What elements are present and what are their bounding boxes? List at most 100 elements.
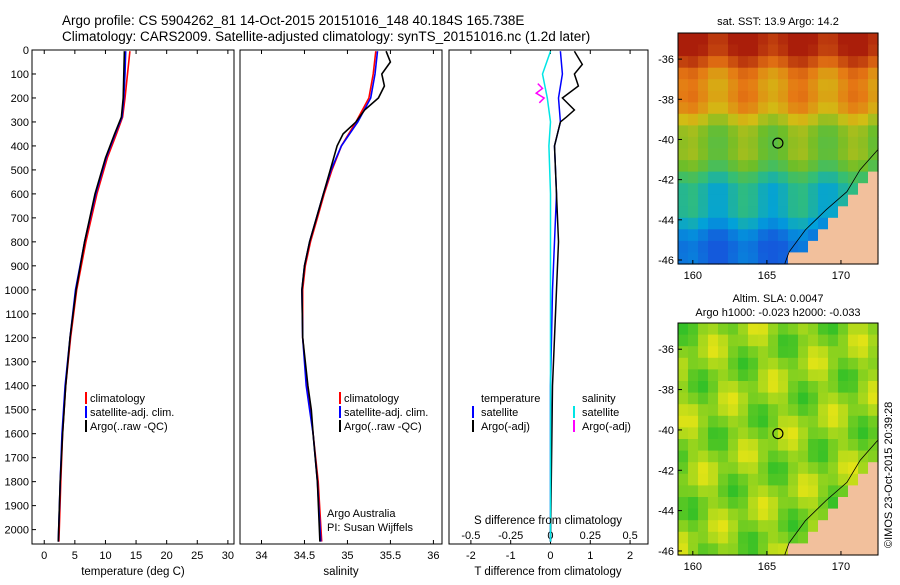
legend-satellite: satellite-adj. clim. xyxy=(90,407,174,419)
map-cell xyxy=(788,462,799,475)
map-cell xyxy=(678,427,689,440)
map-cell xyxy=(838,148,849,161)
map-cell xyxy=(828,462,839,475)
map-cell xyxy=(748,415,759,428)
map-cell xyxy=(688,113,699,126)
map-cell xyxy=(828,520,839,533)
map-cell xyxy=(738,125,749,138)
map-cell xyxy=(818,217,829,230)
map-cell xyxy=(678,56,689,69)
map-cell xyxy=(828,392,839,405)
y-tick-label: 1800 xyxy=(5,477,29,489)
map-cell xyxy=(798,485,809,498)
map-cell xyxy=(828,56,839,69)
map-cell xyxy=(698,90,709,103)
map-cell xyxy=(858,346,869,359)
map-cell xyxy=(858,229,869,242)
x-tick-label: 34.5 xyxy=(294,550,315,562)
map-cell xyxy=(768,79,779,92)
map-cell xyxy=(718,67,729,80)
map-cell xyxy=(788,160,799,173)
map-cell xyxy=(728,33,739,46)
map-cell xyxy=(718,217,729,230)
map-cell xyxy=(818,252,829,265)
map-cell xyxy=(848,56,859,69)
map-cell xyxy=(748,508,759,521)
map-cell xyxy=(838,520,849,533)
map-cell xyxy=(708,323,719,336)
map-cell xyxy=(678,67,689,80)
map-cell xyxy=(778,171,789,184)
map-cell xyxy=(698,462,709,475)
map-cell xyxy=(848,102,859,115)
map-cell xyxy=(778,323,789,336)
map-cell xyxy=(748,113,759,126)
map-cell xyxy=(688,252,699,265)
map-cell xyxy=(858,485,869,498)
map-cell xyxy=(828,183,839,196)
map-cell xyxy=(868,240,879,254)
map-cell xyxy=(678,125,689,138)
map-cell xyxy=(778,67,789,80)
map-cell xyxy=(738,240,749,254)
map-cell xyxy=(858,473,869,486)
lat-tick-label: -38 xyxy=(658,385,674,397)
map-cell xyxy=(708,148,719,161)
map-cell xyxy=(808,473,819,486)
map-cell xyxy=(788,194,799,207)
map-cell xyxy=(858,531,869,544)
map-cell xyxy=(728,381,739,394)
map-cell xyxy=(798,79,809,92)
x-tick-label: -1 xyxy=(506,550,516,562)
map-cell xyxy=(718,462,729,475)
map-cell xyxy=(838,206,849,219)
map-cell xyxy=(738,56,749,69)
map-cell xyxy=(818,392,829,405)
map-cell xyxy=(828,497,839,510)
map-cell xyxy=(858,217,869,230)
map-cell xyxy=(868,392,879,405)
s-diff-tick-label: 0.25 xyxy=(580,530,601,542)
map-cell xyxy=(818,183,829,196)
map-cell xyxy=(758,79,769,92)
map-cell xyxy=(758,415,769,428)
map-cell xyxy=(838,497,849,510)
map-cell xyxy=(788,67,799,80)
map-cell xyxy=(808,90,819,103)
map-cell xyxy=(838,171,849,184)
map-cell xyxy=(688,392,699,405)
map-cell xyxy=(758,90,769,103)
map-cell xyxy=(748,323,759,336)
map-cell xyxy=(698,427,709,440)
map-cell xyxy=(778,148,789,161)
map-cell xyxy=(718,194,729,207)
map-cell xyxy=(688,79,699,92)
map-cell xyxy=(768,33,779,46)
map-cell xyxy=(748,160,759,173)
sst-map: 160 165 170 -36 -38 -40 -42 -44 -46 xyxy=(658,32,879,282)
map-cell xyxy=(848,79,859,92)
map-cell xyxy=(868,323,879,336)
map-cell xyxy=(808,415,819,428)
map-cell xyxy=(738,171,749,184)
map-cell xyxy=(698,171,709,184)
map-cell xyxy=(798,323,809,336)
map-cell xyxy=(768,439,779,452)
map-cell xyxy=(768,229,779,242)
map-cell xyxy=(838,531,849,544)
map-cell xyxy=(768,462,779,475)
map-cell xyxy=(818,125,829,138)
map-cell xyxy=(708,485,719,498)
map-cell xyxy=(688,357,699,370)
map-cell xyxy=(688,369,699,382)
legend-argo: Argo(..raw -QC) xyxy=(344,421,422,433)
map-cell xyxy=(718,404,729,417)
map-cell xyxy=(738,33,749,46)
map-cell xyxy=(868,357,879,370)
map-cell xyxy=(818,415,829,428)
map-cell xyxy=(758,160,769,173)
map-cell xyxy=(708,125,719,138)
map-cell xyxy=(848,497,859,510)
coastline xyxy=(784,439,879,556)
